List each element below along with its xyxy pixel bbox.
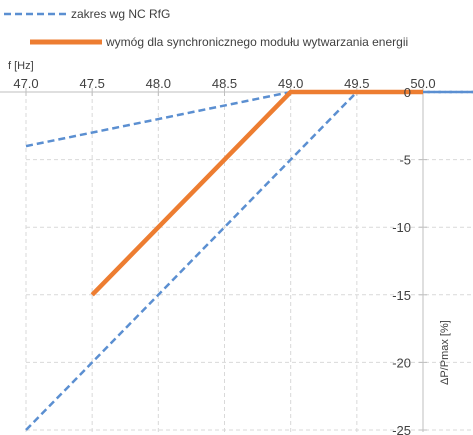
tick-labels: 47.0 47.5 48.0 48.5 49.0 49.5 50.00 -5 -10 -15 -20… [13, 76, 435, 435]
y-tick-label: -5 [399, 153, 411, 168]
grid [25, 92, 473, 432]
x-tick-label: 48.5 [212, 76, 237, 91]
x-axis-label: f [Hz] [8, 60, 34, 72]
series-line-nc-rfg-0 [25, 90, 473, 148]
x-tick-label: 47.0 [13, 76, 38, 91]
y-tick-label: -25 [392, 423, 411, 435]
series-layer [25, 89, 473, 431]
axes [0, 88, 473, 432]
x-tick-label: 50.0 [410, 76, 435, 91]
x-tick-label: 49.5 [344, 76, 369, 91]
x-tick-label: 49.0 [278, 76, 303, 91]
legend-label-nc-rfg: zakres wg NC RfG [71, 7, 170, 21]
y-tick-label: -10 [392, 220, 411, 235]
x-tick-label: 48.0 [146, 76, 171, 91]
legend: zakres wg NC RfG wymóg dla synchroniczne… [4, 7, 408, 49]
y-tick-label: 0 [404, 85, 411, 100]
y-tick-label: -15 [392, 288, 411, 303]
x-tick-label: 47.5 [80, 76, 105, 91]
series-line-requirement [90, 89, 423, 297]
series-line-nc-rfg-1 [25, 90, 473, 431]
y-axis-label: ΔP/Pmax [%] [439, 320, 451, 385]
y-tick-label: -20 [392, 355, 411, 370]
legend-label-requirement: wymóg dla synchronicznego modułu wytwarz… [105, 35, 408, 49]
